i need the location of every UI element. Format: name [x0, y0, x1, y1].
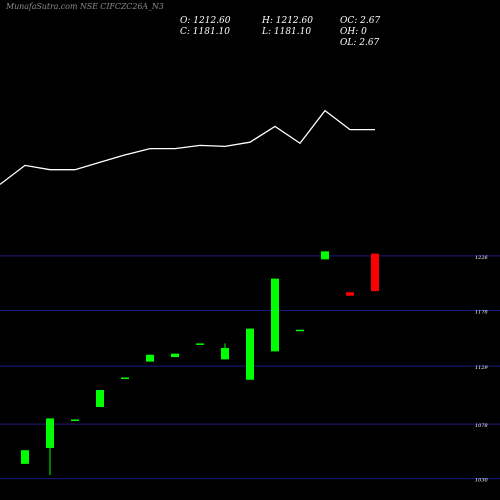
candle	[146, 354, 154, 362]
candle-body	[246, 328, 254, 380]
ohlc-oh: OH: 0	[340, 27, 367, 37]
candle	[46, 418, 54, 476]
y-tick-label: 1030	[475, 478, 489, 484]
ohlc-open: O: 1212.60	[180, 16, 231, 26]
y-tick-label: 1178	[475, 309, 488, 315]
candle-body	[171, 353, 179, 358]
candle-body	[146, 354, 154, 362]
candle-body	[296, 329, 304, 332]
candle-body	[21, 450, 29, 464]
candle	[71, 419, 79, 422]
overlay-line-path	[0, 109, 375, 185]
candle-body	[271, 278, 279, 352]
ohlc-ol: OL: 2.67	[340, 38, 380, 48]
candle-body	[346, 292, 354, 296]
ohlc-oc: OC: 2.67	[340, 16, 381, 26]
candle	[221, 343, 229, 360]
y-tick-label: 1226	[475, 255, 489, 261]
candle-body	[96, 390, 104, 408]
candle-body	[371, 253, 379, 292]
candles	[21, 251, 379, 476]
candle-body	[221, 347, 229, 360]
candle	[171, 353, 179, 358]
candle	[196, 343, 204, 345]
overlay-line	[0, 109, 375, 185]
candle	[346, 292, 354, 296]
candle-body	[121, 377, 129, 379]
ohlc-close: C: 1181.10	[180, 27, 230, 37]
candle	[371, 253, 379, 292]
ohlc-low: L: 1181.10	[262, 27, 312, 37]
candle-body	[321, 251, 329, 260]
candle	[296, 329, 304, 332]
candle-body	[71, 419, 79, 422]
candle-body	[46, 418, 54, 448]
candle	[321, 251, 329, 260]
y-axis-ticks: 1030 1078 1129 1178 1226	[475, 255, 489, 484]
watermark-site: MunafaSutra.com	[6, 2, 78, 11]
candle-body	[196, 343, 204, 345]
candle	[246, 328, 254, 380]
candle	[21, 450, 29, 464]
watermark-symbol: NSE CIFCZC26A_N3	[79, 2, 164, 11]
y-tick-label: 1129	[475, 365, 489, 371]
candle	[271, 278, 279, 352]
watermark: MunafaSutra.com NSE CIFCZC26A_N3	[6, 2, 164, 11]
y-tick-label: 1078	[475, 423, 488, 429]
ohlc-high: H: 1212.60	[262, 16, 313, 26]
candle	[121, 377, 129, 379]
candle	[96, 390, 104, 408]
